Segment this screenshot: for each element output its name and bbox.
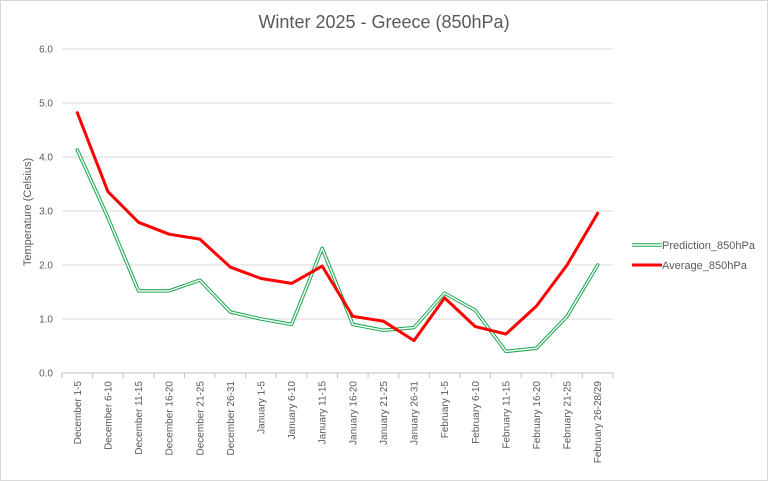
gridlines: [62, 48, 613, 374]
y-tick-label: 6.0: [39, 45, 53, 56]
chart-title: Winter 2025 - Greece (850hPa): [258, 12, 510, 32]
series-lines: [75, 111, 600, 354]
x-tick-label: January 11-15: [318, 381, 329, 445]
x-tick-label: December 16-20: [165, 381, 176, 456]
x-tick-label: January 16-20: [348, 381, 359, 445]
y-tick-label: 1.0: [39, 315, 53, 326]
x-tick-label: February 26-28/29: [593, 381, 604, 464]
x-tick-label: December 21-25: [195, 381, 206, 456]
x-tick-label: February 16-20: [532, 381, 543, 450]
x-tick-label: February 6-10: [471, 381, 482, 444]
x-tick-label: December 1-5: [73, 381, 84, 445]
x-tick-labels: December 1-5 December 6-10 December 11-15 D…: [61, 373, 614, 464]
legend-label: Average_850hPa: [662, 260, 748, 272]
x-tick-label: January 1-5: [256, 381, 267, 434]
legend-label: Prediction_850hPa: [662, 240, 756, 252]
series-line-average: [75, 111, 600, 343]
x-tick-label: January 26-31: [410, 381, 421, 445]
x-tick-label: December 6-10: [103, 381, 114, 450]
x-tick-label: December 11-15: [134, 381, 145, 455]
x-tick-label: February 21-25: [563, 381, 574, 450]
x-tick-label: January 21-25: [379, 381, 390, 445]
y-tick-label: 5.0: [39, 99, 53, 110]
x-tick-label: January 6-10: [287, 381, 298, 440]
y-axis-title: Temperature (Celsius): [22, 158, 34, 266]
legend: Prediction_850hPa Average_850hPa: [632, 240, 756, 272]
y-tick-label: 4.0: [39, 153, 53, 164]
y-tick-labels: 0.0 1.0 2.0 3.0 4.0 5.0 6.0: [39, 45, 53, 380]
y-tick-label: 0.0: [39, 369, 53, 380]
x-tick-label: February 11-15: [501, 381, 512, 449]
y-tick-label: 3.0: [39, 207, 53, 218]
y-tick-label: 2.0: [39, 261, 53, 272]
x-tick-label: December 26-31: [226, 381, 237, 456]
x-tick-label: February 1-5: [440, 381, 451, 439]
series-line-prediction-inner: [76, 149, 599, 353]
